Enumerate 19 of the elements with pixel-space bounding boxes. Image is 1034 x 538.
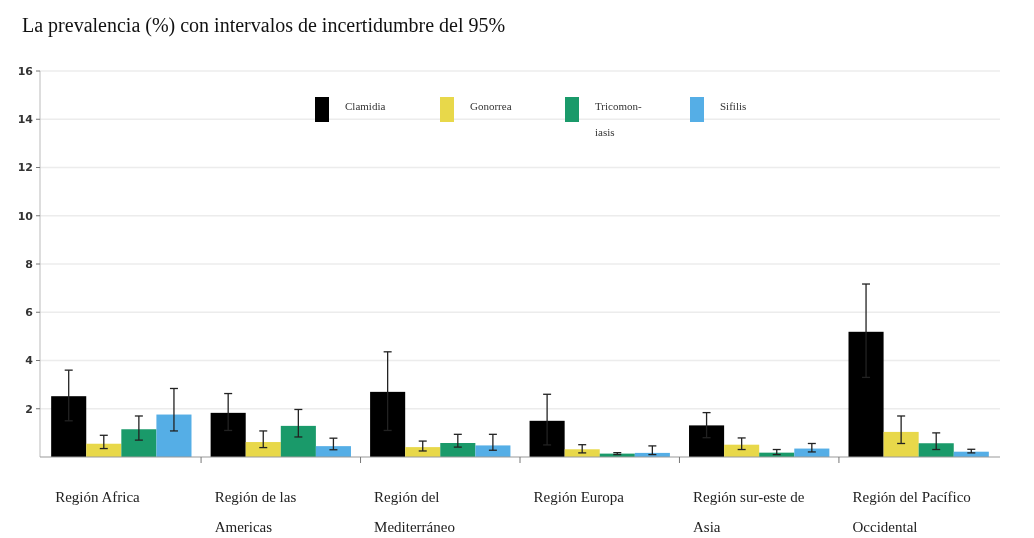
y-tick-label: 14	[17, 113, 34, 127]
y-tick-label: 2	[25, 402, 33, 416]
y-tick-label: 10	[17, 209, 34, 223]
x-tick-label: Región del Mediterráneo	[374, 489, 455, 535]
y-tick-label: 16	[17, 64, 34, 78]
y-tick-label: 8	[25, 257, 33, 271]
x-tick-label: Región sur-este de Asia	[693, 489, 805, 535]
x-tick-label: Región Europa	[533, 489, 625, 505]
x-tick-label: Región de las Americas	[214, 489, 297, 535]
x-tick-label: Región del Pacífico Occidental	[852, 489, 971, 535]
chart-title: La prevalencia (%) con intervalos de incertidumbre del 95%	[22, 14, 506, 37]
text: Tricomon-iasis	[595, 100, 642, 138]
y-tick-label: 4	[25, 354, 34, 368]
x-tick-label: Región Africa	[55, 489, 141, 505]
legend-label: Gonorrea	[470, 100, 512, 112]
y-tick-label: 6	[25, 306, 34, 320]
legend-label: Clamidia	[345, 100, 386, 112]
y-tick-label: 12	[17, 161, 33, 175]
legend-label: Sifilis	[720, 100, 747, 112]
